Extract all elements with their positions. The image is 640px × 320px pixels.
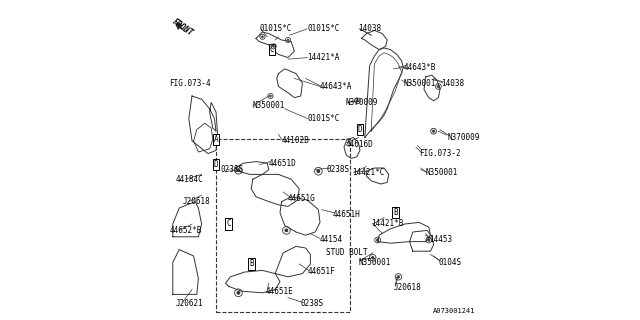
Circle shape	[269, 95, 271, 97]
Text: 14421*B: 14421*B	[371, 220, 404, 228]
Text: C: C	[269, 45, 275, 54]
Text: 0101S*C: 0101S*C	[259, 24, 292, 33]
Text: N350001: N350001	[358, 258, 391, 267]
Text: 44184C: 44184C	[176, 175, 204, 184]
Circle shape	[237, 291, 240, 294]
Circle shape	[437, 85, 440, 88]
Text: 44651E: 44651E	[266, 287, 293, 296]
Text: N370009: N370009	[448, 133, 481, 142]
Text: A073001241: A073001241	[433, 308, 475, 314]
Text: 44154: 44154	[320, 236, 343, 244]
Text: 44651F: 44651F	[307, 268, 335, 276]
Text: J20618: J20618	[182, 197, 210, 206]
Text: 44651G: 44651G	[288, 194, 316, 203]
Text: 0101S*C: 0101S*C	[307, 24, 340, 33]
Text: 0104S: 0104S	[438, 258, 461, 267]
Text: 44643*B: 44643*B	[403, 63, 436, 72]
Circle shape	[237, 169, 240, 172]
Circle shape	[371, 256, 374, 259]
Text: N350001: N350001	[426, 168, 458, 177]
Text: 0238S: 0238S	[326, 165, 349, 174]
Text: 0238S: 0238S	[221, 165, 244, 174]
Text: 44616D: 44616D	[346, 140, 373, 148]
Circle shape	[356, 100, 358, 102]
Text: STUD BOLT: STUD BOLT	[326, 248, 368, 257]
Circle shape	[273, 45, 275, 47]
Text: 14038: 14038	[358, 24, 381, 33]
Text: 14453: 14453	[429, 236, 452, 244]
Text: 0101S*C: 0101S*C	[307, 114, 340, 123]
Text: FIG.073-2: FIG.073-2	[419, 149, 461, 158]
Text: 14421*A: 14421*A	[307, 53, 340, 62]
Text: N350001: N350001	[253, 101, 285, 110]
Text: B: B	[249, 260, 253, 268]
Circle shape	[317, 170, 320, 173]
Text: N370009: N370009	[346, 98, 378, 107]
Bar	[216, 139, 351, 312]
Text: 14421*C: 14421*C	[352, 168, 385, 177]
Circle shape	[262, 36, 264, 38]
Text: FRONT: FRONT	[170, 17, 195, 37]
Circle shape	[433, 130, 435, 132]
Text: N350001: N350001	[403, 79, 436, 88]
Text: C: C	[227, 220, 231, 228]
Text: 44651D: 44651D	[269, 159, 296, 168]
Text: D: D	[358, 125, 362, 134]
Text: 14038: 14038	[442, 79, 465, 88]
Text: D: D	[214, 160, 218, 169]
Text: 44102B: 44102B	[282, 136, 309, 145]
Text: 0238S: 0238S	[301, 300, 324, 308]
Text: FIG.073-4: FIG.073-4	[170, 79, 211, 88]
Circle shape	[376, 239, 379, 241]
Circle shape	[285, 229, 288, 232]
Circle shape	[397, 276, 399, 278]
Text: A: A	[214, 135, 218, 144]
Text: 44651H: 44651H	[333, 210, 360, 219]
Text: J20621: J20621	[176, 300, 204, 308]
Text: 44652*B: 44652*B	[170, 226, 202, 235]
Circle shape	[287, 39, 289, 41]
Text: B: B	[393, 208, 397, 217]
Text: J20618: J20618	[394, 284, 421, 292]
Circle shape	[428, 239, 430, 241]
Text: 44643*A: 44643*A	[320, 82, 353, 91]
